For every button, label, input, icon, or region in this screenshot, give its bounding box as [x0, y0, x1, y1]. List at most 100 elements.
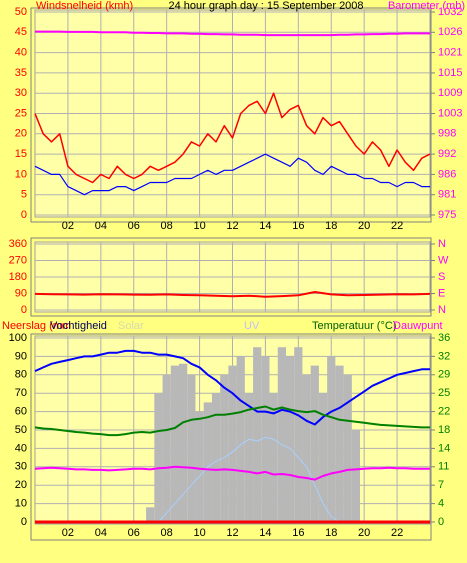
y2-tick-label: 1032 [438, 6, 462, 18]
y2-tick-label: 14 [438, 442, 450, 454]
plot-frame [30, 333, 432, 541]
solar-bar [302, 374, 311, 522]
y2-tick-label: 29 [438, 369, 450, 381]
y2-tick-label: 1015 [438, 67, 462, 79]
solar-bar [244, 393, 254, 522]
x-tick-label: 12 [226, 527, 238, 539]
y2-axis-label: Barometer (mb) [388, 0, 465, 12]
y2-tick-label: 981 [438, 189, 456, 201]
solar-bar [203, 402, 212, 522]
x-tick-label: 18 [325, 527, 337, 539]
y2-tick-label: 986 [438, 168, 456, 180]
y-tick-label: 180 [9, 271, 27, 283]
solar-bar [318, 393, 328, 522]
y2-tick-label: N [438, 304, 446, 316]
solar-bar [269, 393, 278, 522]
solar-bar [146, 507, 155, 522]
y-tick-label: 90 [15, 287, 27, 299]
y-axis-label: Windsnelheid (kmh) [36, 0, 133, 12]
legend-label: Neerslag (mm [2, 320, 71, 332]
x-tick-label: 16 [292, 527, 304, 539]
y2-tick-label: 1021 [438, 47, 462, 59]
solar-bar [195, 411, 204, 522]
y-tick-label: 50 [15, 6, 27, 18]
y2-tick-label: N [438, 238, 446, 250]
solar-bar [335, 365, 344, 522]
y2-tick-label: 992 [438, 148, 456, 160]
legend-label: Temperatuur (°C) [312, 320, 396, 332]
solar-bar [236, 356, 245, 522]
solar-bar [187, 374, 196, 522]
legend-label: UV [244, 320, 260, 332]
y-tick-label: 20 [15, 128, 27, 140]
y2-tick-label: 975 [438, 209, 456, 221]
solar-bar [220, 374, 229, 522]
y-tick-label: 30 [15, 461, 27, 473]
y-tick-label: 40 [15, 47, 27, 59]
solar-bar [179, 363, 188, 522]
y2-tick-label: S [438, 271, 445, 283]
y2-tick-label: 4 [438, 498, 444, 510]
x-tick-label: 04 [95, 220, 107, 232]
series-line [34, 153, 430, 196]
y-tick-label: 70 [15, 387, 27, 399]
solar-bar [351, 430, 361, 522]
solar-bar [228, 365, 237, 522]
y2-tick-label: 1003 [438, 107, 462, 119]
series-line [34, 405, 430, 437]
solar-bar [285, 356, 295, 522]
solar-bar [310, 365, 319, 522]
y-tick-label: 40 [15, 442, 27, 454]
solar-bar [162, 374, 171, 522]
y2-tick-label: W [438, 254, 449, 266]
x-tick-label: 22 [391, 220, 403, 232]
y2-tick-label: E [438, 287, 445, 299]
y2-tick-label: 1026 [438, 26, 462, 38]
y-tick-label: 100 [9, 332, 27, 344]
solar-bar [253, 347, 262, 522]
legend-label: Solar [118, 320, 144, 332]
y-tick-label: 360 [9, 238, 27, 250]
x-tick-label: 20 [358, 527, 370, 539]
solar-bar [277, 347, 286, 522]
y2-tick-label: 32 [438, 350, 450, 362]
solar-bar [211, 393, 221, 522]
y2-tick-label: 998 [438, 128, 456, 140]
y-tick-label: 20 [15, 479, 27, 491]
x-tick-label: 08 [161, 220, 173, 232]
solar-bar [343, 374, 352, 522]
x-tick-label: 16 [292, 220, 304, 232]
series-line [34, 465, 430, 481]
solar-bar [261, 356, 270, 522]
solar-bar [170, 365, 180, 522]
x-tick-label: 10 [193, 220, 205, 232]
x-tick-label: 02 [62, 527, 74, 539]
solar-bar [154, 393, 163, 522]
x-tick-label: 06 [128, 527, 140, 539]
y-tick-label: 60 [15, 406, 27, 418]
x-tick-label: 10 [193, 527, 205, 539]
y2-tick-label: 7 [438, 479, 444, 491]
series-line [34, 349, 430, 426]
x-tick-label: 14 [259, 220, 271, 232]
series-line [35, 30, 430, 37]
y-tick-label: 30 [15, 87, 27, 99]
solar-bar [294, 347, 303, 522]
legend-label: Dauwpunt [393, 320, 443, 332]
y-tick-label: 45 [15, 26, 27, 38]
y-tick-label: 10 [15, 168, 27, 180]
y-tick-label: 0 [21, 516, 27, 528]
y-tick-label: 15 [15, 148, 27, 160]
y2-tick-label: 25 [438, 387, 450, 399]
y2-tick-label: 11 [438, 461, 449, 473]
x-tick-label: 02 [62, 220, 74, 232]
series-line [34, 291, 431, 298]
x-tick-label: 08 [161, 527, 173, 539]
y2-tick-label: 1009 [438, 87, 462, 99]
x-tick-label: 04 [95, 527, 107, 539]
y2-tick-label: 0 [438, 516, 444, 528]
x-tick-label: 12 [226, 220, 238, 232]
x-tick-label: 14 [259, 527, 271, 539]
y-tick-label: 90 [15, 350, 27, 362]
